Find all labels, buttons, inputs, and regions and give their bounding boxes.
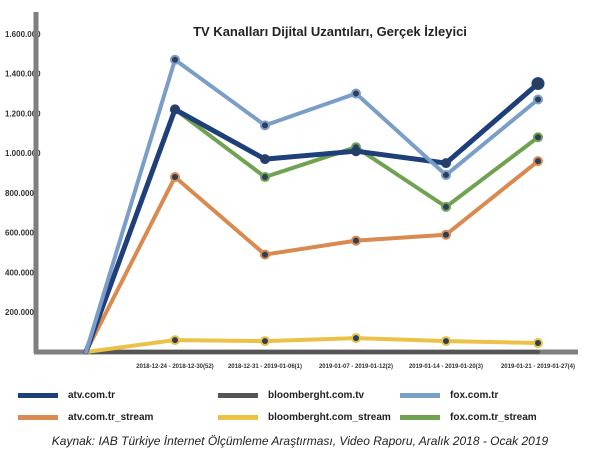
legend-label: atv.com.tr_stream bbox=[68, 411, 154, 423]
legend-item: bloomberght.com.tv bbox=[218, 388, 364, 402]
x-tick-label: 2019-01-07 - 2019-01-12(2) bbox=[319, 364, 393, 370]
y-tick-label: 800.000 bbox=[5, 189, 34, 198]
data-point bbox=[533, 156, 543, 167]
data-point bbox=[170, 172, 180, 183]
legend-swatch bbox=[400, 414, 440, 420]
legend-swatch bbox=[18, 414, 58, 420]
data-point bbox=[441, 170, 451, 181]
data-point bbox=[260, 336, 270, 347]
legend-swatch bbox=[18, 392, 58, 398]
y-tick-label: 400.000 bbox=[5, 268, 34, 277]
legend-item: bloomberght.com_stream bbox=[218, 410, 391, 424]
legend-item: atv.com.tr_stream bbox=[18, 410, 153, 424]
x-tick-label: 2019-01-21 - 2019-01-27(4) bbox=[501, 364, 575, 370]
series-atv-com-tr-stream bbox=[84, 156, 543, 354]
chart-title: TV Kanalları Dijital Uzantıları, Gerçek … bbox=[193, 24, 467, 39]
series-atv-com-tr bbox=[83, 77, 545, 355]
legend-label: atv.com.tr bbox=[68, 389, 116, 401]
data-point bbox=[260, 172, 270, 183]
data-point bbox=[441, 201, 451, 212]
data-point bbox=[441, 158, 451, 169]
data-point bbox=[533, 132, 543, 143]
legend-swatch bbox=[400, 392, 440, 398]
data-point bbox=[441, 229, 451, 240]
data-point bbox=[441, 336, 451, 347]
data-point bbox=[351, 88, 361, 99]
series-line bbox=[84, 159, 540, 354]
data-point bbox=[351, 235, 361, 246]
series-line bbox=[84, 336, 540, 354]
y-tick-label: 1.600.000 bbox=[5, 30, 41, 39]
y-tick-label: 600.000 bbox=[5, 229, 34, 238]
series-bloomberght-com-stream bbox=[84, 333, 543, 354]
data-point bbox=[351, 333, 361, 344]
legend-item: fox.com.tr_stream bbox=[400, 410, 537, 424]
legend-label: fox.com.tr bbox=[450, 389, 499, 401]
data-point bbox=[170, 54, 180, 65]
series-line bbox=[84, 57, 540, 354]
legend-swatch bbox=[218, 414, 258, 420]
legend-label: fox.com.tr_stream bbox=[450, 411, 537, 423]
legend-item: fox.com.tr bbox=[400, 388, 498, 402]
x-tick-label: 2018-12-31 - 2019-01-06(1) bbox=[228, 364, 302, 370]
series-fox-com-tr bbox=[84, 54, 543, 354]
legend-item: atv.com.tr bbox=[18, 388, 115, 402]
source-note: Kaynak: IAB Türkiye İnternet Ölçümleme A… bbox=[51, 434, 549, 448]
y-tick-label: 1.200.000 bbox=[5, 109, 41, 118]
series-line bbox=[83, 81, 541, 355]
data-point bbox=[260, 154, 270, 165]
y-tick-label: 1.000.000 bbox=[5, 149, 41, 158]
y-tick-label: 200.000 bbox=[5, 308, 34, 317]
data-point bbox=[170, 104, 180, 115]
data-point bbox=[533, 338, 543, 349]
legend-swatch bbox=[218, 392, 258, 398]
series-line bbox=[84, 107, 540, 354]
legend-label: bloomberght.com_stream bbox=[268, 411, 391, 423]
data-point bbox=[260, 249, 270, 260]
data-point bbox=[170, 335, 180, 346]
data-point bbox=[531, 77, 545, 91]
data-point bbox=[351, 146, 361, 157]
data-point bbox=[533, 94, 543, 105]
data-point bbox=[260, 120, 270, 131]
x-tick-label: 2019-01-14 - 2019-01-20(3) bbox=[409, 364, 483, 370]
legend-label: bloomberght.com.tv bbox=[268, 389, 365, 401]
legend: atv.com.tr bloomberght.com.tv fox.com.tr at… bbox=[18, 388, 588, 432]
x-tick-label: 2018-12-24 - 2018-12-30(52) bbox=[136, 364, 213, 370]
y-tick-label: 1.400.000 bbox=[5, 70, 41, 79]
